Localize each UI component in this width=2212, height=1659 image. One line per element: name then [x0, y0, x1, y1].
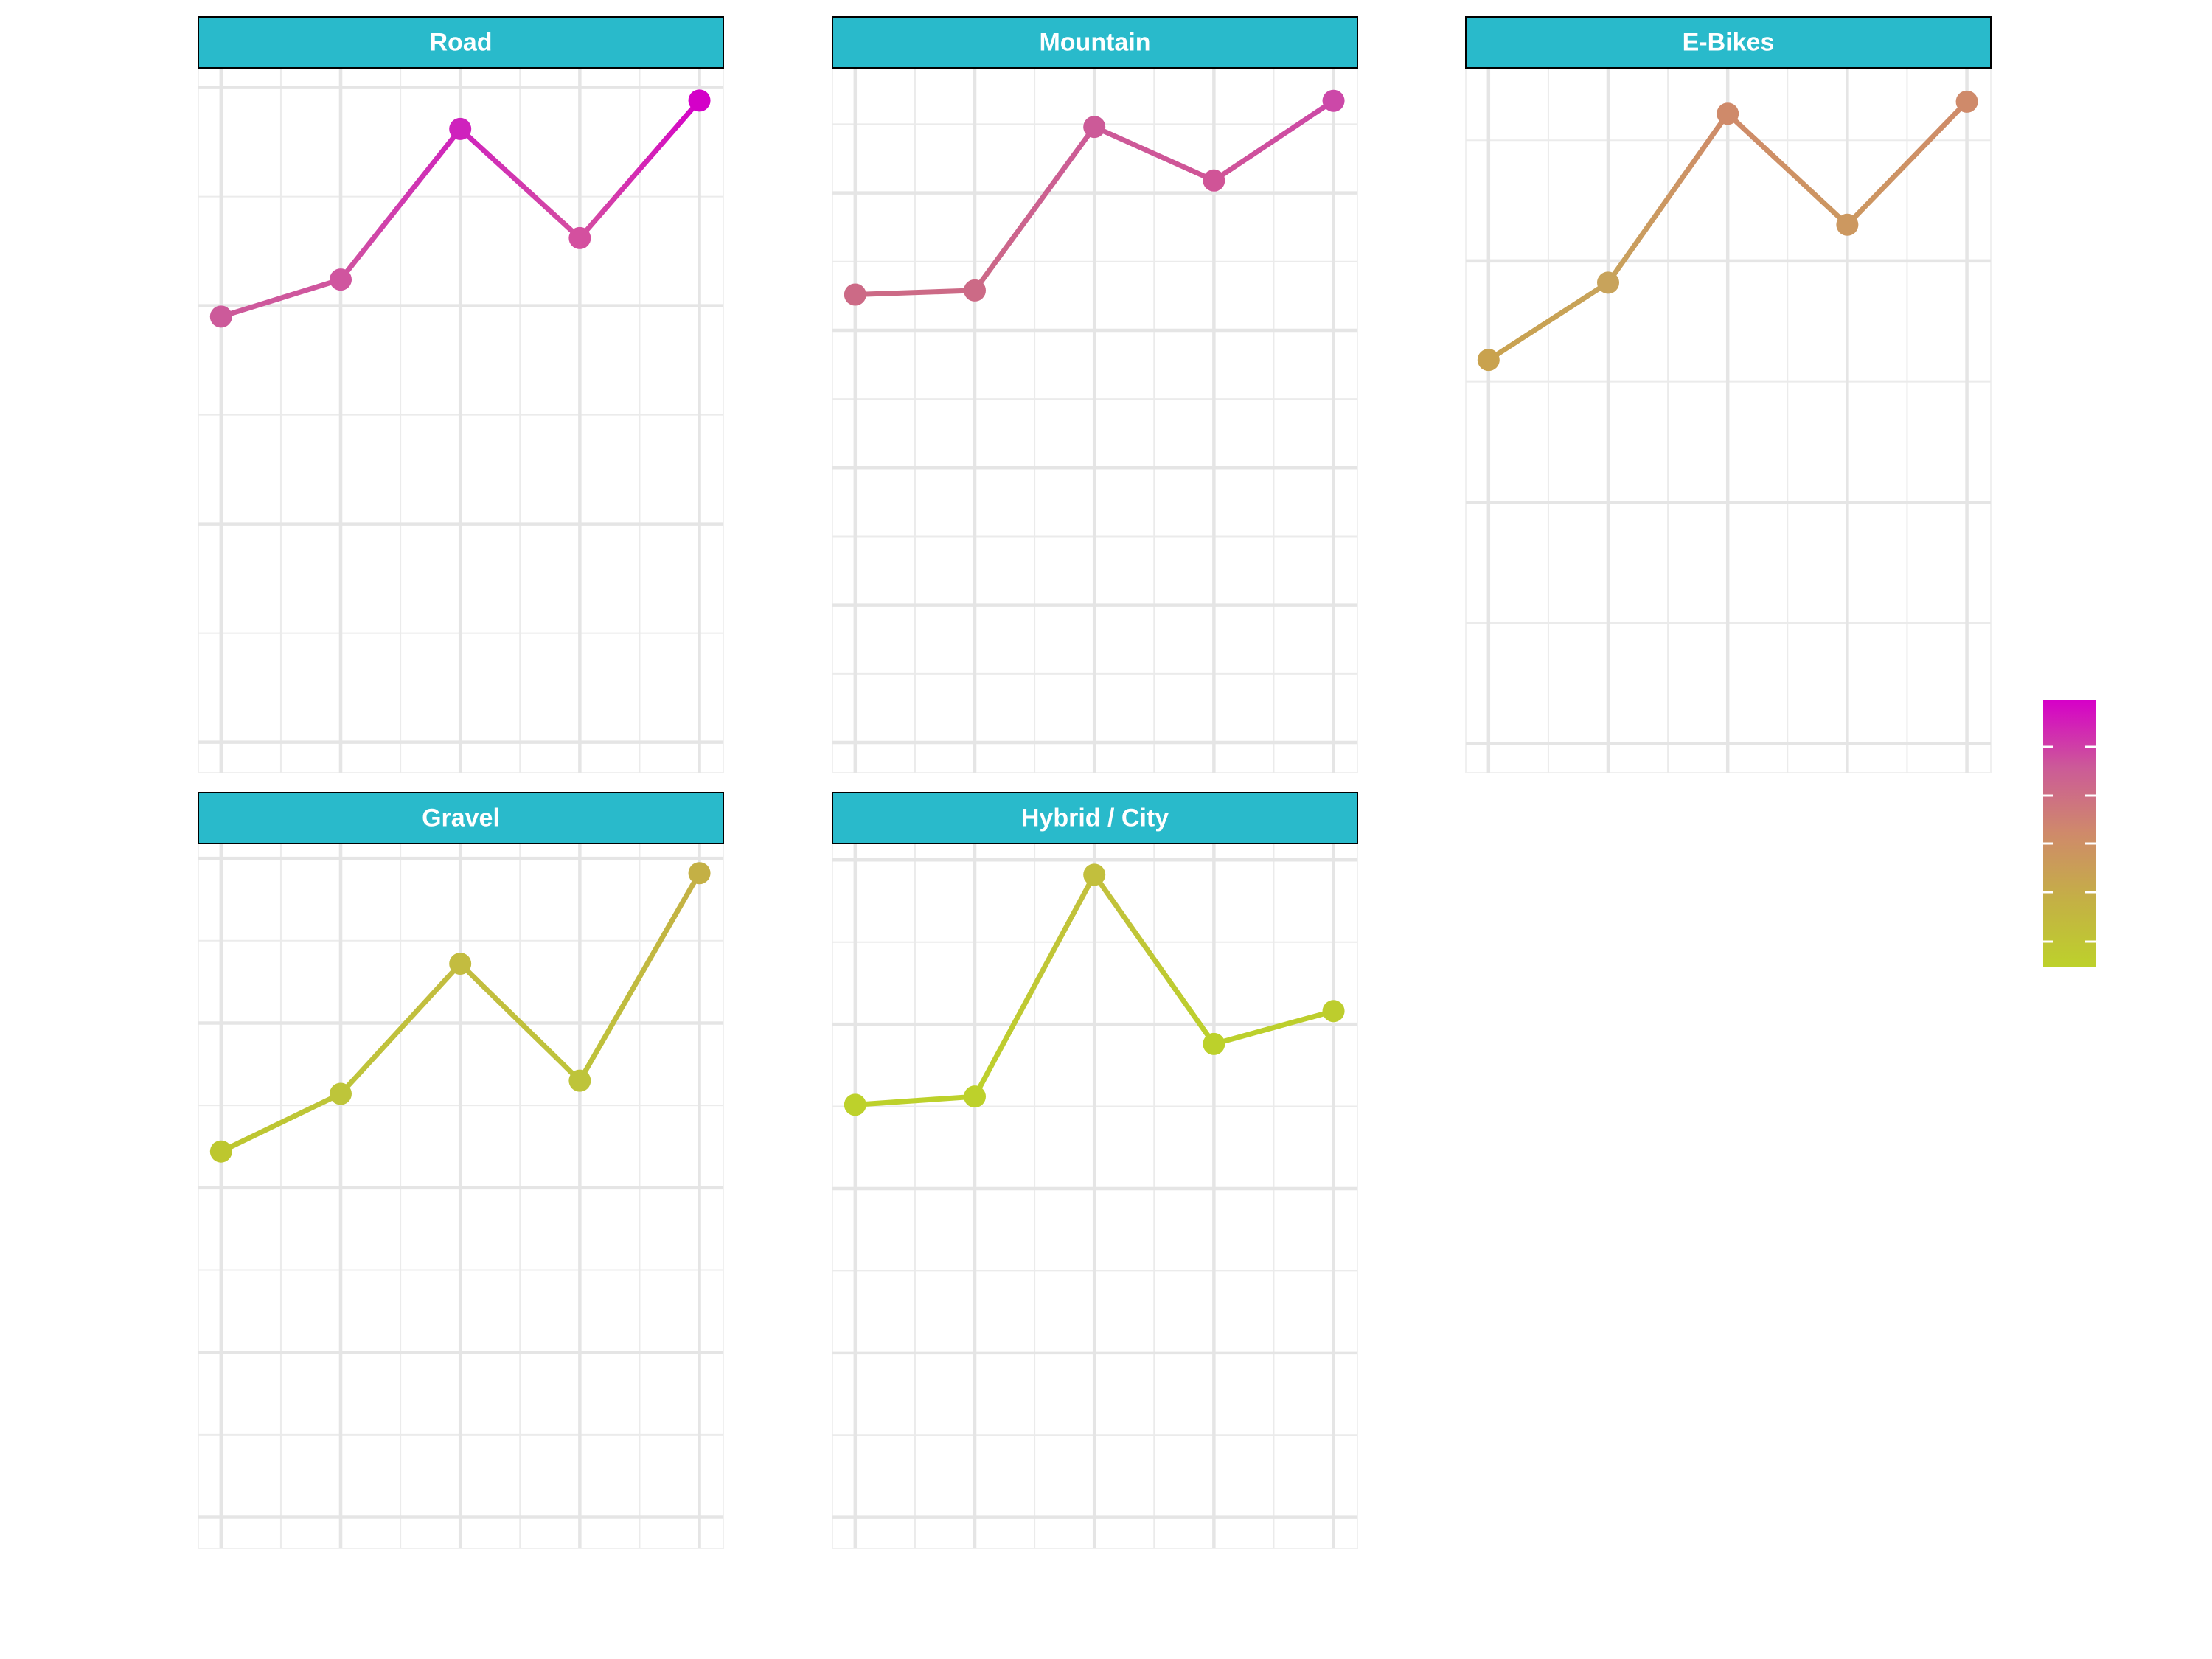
point — [1083, 863, 1106, 886]
point — [844, 1093, 866, 1116]
point — [449, 117, 472, 140]
point — [209, 1140, 232, 1163]
point — [568, 1069, 591, 1092]
colorbar-ticks — [2043, 745, 2096, 943]
point — [330, 268, 352, 291]
point — [1322, 1000, 1345, 1023]
strip-title: E-Bikes — [1683, 28, 1775, 56]
point — [1597, 271, 1620, 294]
strip — [832, 16, 1358, 69]
strip — [1465, 16, 1992, 69]
point — [209, 305, 232, 328]
point — [568, 226, 591, 249]
point — [449, 953, 472, 975]
point — [688, 89, 711, 112]
point — [330, 1082, 352, 1105]
point — [1836, 213, 1859, 236]
point — [964, 1085, 987, 1108]
strip-title: Gravel — [422, 804, 500, 832]
point — [964, 279, 987, 302]
point — [1955, 90, 1978, 113]
strip-title: Mountain — [1039, 28, 1150, 56]
strip — [198, 16, 724, 69]
point — [1477, 349, 1500, 372]
strip — [832, 792, 1358, 844]
strip-title: Hybrid / City — [1021, 804, 1169, 832]
point — [1717, 102, 1739, 125]
colorbar — [2043, 700, 2096, 967]
point — [844, 283, 866, 306]
strip-title: Road — [430, 28, 493, 56]
point — [688, 862, 711, 885]
point — [1322, 89, 1345, 112]
point — [1203, 169, 1225, 192]
strip — [198, 792, 724, 844]
point — [1203, 1032, 1225, 1055]
point — [1083, 116, 1106, 139]
